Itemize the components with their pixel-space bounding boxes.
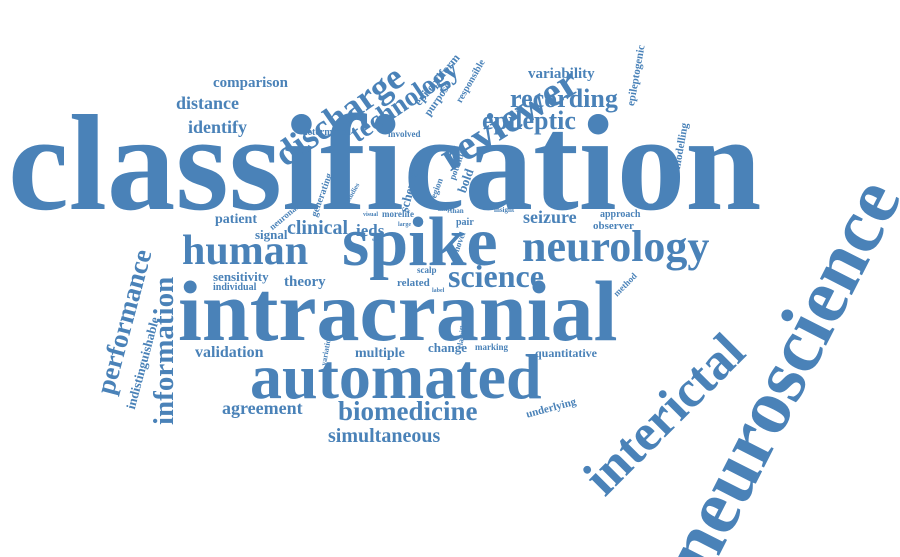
word-determined: determined xyxy=(302,127,351,138)
word-insight: insight xyxy=(494,206,515,214)
word-recording: recording xyxy=(510,84,618,113)
word-more: more xyxy=(382,209,402,219)
word-scalp: scalp xyxy=(417,265,437,275)
word-related: related xyxy=(397,277,430,289)
word-than: than xyxy=(450,207,464,215)
word-biomedicine: biomedicine xyxy=(338,396,478,426)
word-comparison: comparison xyxy=(213,75,288,91)
word-distance: distance xyxy=(176,93,239,113)
word-patient: patient xyxy=(215,212,257,227)
word-some: some xyxy=(372,238,383,243)
word-involved: involved xyxy=(388,129,421,139)
word-pair: pair xyxy=(456,217,474,228)
word-clinical: clinical xyxy=(287,217,349,239)
word-neurology: neurology xyxy=(522,222,710,271)
word-observer: observer xyxy=(593,220,634,232)
word-large: large xyxy=(398,222,411,228)
word-seizure: seizure xyxy=(523,207,577,227)
word-signal: signal xyxy=(255,227,288,242)
word-sensitivity: sensitivity xyxy=(213,269,269,284)
word-multiple: multiple xyxy=(355,346,405,361)
word-epileptic: epileptic xyxy=(482,106,576,135)
word-automated: automated xyxy=(250,341,542,412)
word-individual: individual xyxy=(213,282,257,293)
word-ieds: ieds xyxy=(356,221,385,240)
word-information: information xyxy=(148,276,180,425)
word-human: human xyxy=(182,228,309,274)
word-spike: spike xyxy=(342,204,498,281)
word-theory: theory xyxy=(284,274,326,290)
word-simultaneous: simultaneous xyxy=(328,425,441,447)
word-variability: variability xyxy=(528,66,595,82)
word-quantitative: quantitative xyxy=(535,346,598,360)
word-identify: identify xyxy=(188,117,248,137)
word-approach: approach xyxy=(600,209,641,220)
word-agreement: agreement xyxy=(222,398,303,418)
word-classification: classification xyxy=(8,87,762,239)
word-visual: visual xyxy=(363,212,379,218)
word-life: life xyxy=(402,209,414,219)
word-label: label xyxy=(432,288,445,294)
word-science: science xyxy=(448,258,544,294)
word-validation: validation xyxy=(195,344,264,361)
word-map: map xyxy=(438,205,452,213)
word-change: change xyxy=(428,340,467,355)
word-marking: marking xyxy=(475,342,509,352)
word-intracranial: intracranial xyxy=(178,263,618,359)
